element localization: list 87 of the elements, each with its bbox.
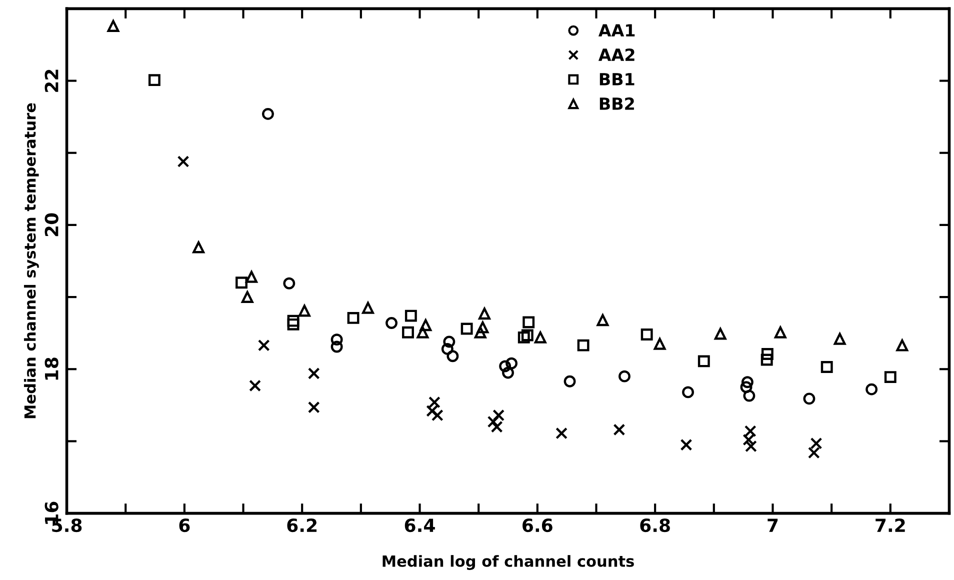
x-tick-label: 6: [179, 518, 190, 532]
y-tick-label: 18: [44, 358, 58, 380]
point: [476, 321, 489, 334]
point: [283, 277, 296, 290]
point: [518, 331, 530, 344]
x-axis-title: Median log of channel counts: [382, 555, 634, 570]
point: [556, 427, 568, 440]
legend-label: AA1: [598, 24, 635, 36]
point: [740, 381, 752, 394]
point: [760, 354, 773, 366]
point: [502, 366, 514, 379]
point: [499, 360, 512, 372]
point: [386, 317, 398, 329]
point: [148, 74, 160, 86]
point: [682, 386, 694, 398]
x-tick-label: 6.6: [522, 518, 552, 532]
point: [896, 339, 908, 352]
point: [743, 390, 756, 402]
point: [404, 310, 417, 322]
legend-label: BB2: [600, 97, 634, 110]
point: [330, 340, 343, 353]
point: [474, 326, 486, 338]
x-tick-label: 7: [768, 518, 778, 532]
point: [258, 339, 270, 352]
point: [177, 156, 190, 168]
point: [446, 350, 459, 362]
point: [803, 392, 816, 405]
point: [492, 409, 505, 422]
point: [522, 316, 535, 328]
point: [241, 291, 254, 304]
point: [460, 322, 473, 335]
point: [680, 438, 692, 451]
point: [262, 108, 274, 120]
point: [741, 376, 754, 388]
x-tick-label: 6.4: [404, 518, 435, 532]
point: [834, 332, 846, 345]
point: [521, 329, 534, 342]
point: [441, 342, 454, 355]
point: [742, 434, 755, 446]
x-tick-label: 7.2: [876, 518, 905, 532]
point: [640, 328, 653, 340]
point: [820, 360, 833, 373]
point: [428, 396, 440, 408]
point: [308, 367, 320, 380]
y-axis-title: Median channel system temperature: [24, 103, 39, 418]
point: [416, 326, 429, 338]
y-tick-label: 22: [44, 70, 58, 92]
point: [192, 241, 205, 254]
point: [236, 276, 248, 289]
point: [420, 319, 432, 332]
point: [443, 336, 456, 348]
point: [287, 314, 300, 327]
point: [330, 334, 343, 346]
point: [249, 380, 262, 392]
point: [808, 446, 820, 459]
point: [744, 425, 756, 438]
point: [613, 424, 626, 436]
point: [654, 338, 666, 350]
x-tick-label: 6.8: [640, 518, 670, 532]
point: [714, 328, 726, 340]
point: [431, 409, 444, 422]
point: [761, 348, 774, 360]
point: [564, 375, 576, 388]
point: [596, 314, 609, 326]
point: [308, 401, 320, 414]
point: [884, 371, 896, 384]
point: [287, 318, 300, 330]
point: [698, 355, 710, 368]
point: [478, 308, 490, 320]
point: [774, 326, 786, 338]
point: [362, 302, 374, 314]
point: [246, 270, 258, 283]
point: [618, 370, 630, 382]
point: [745, 440, 757, 452]
point: [577, 339, 590, 352]
point: [506, 357, 518, 370]
point: [402, 326, 414, 338]
x-tick-label: 6.2: [287, 518, 317, 532]
point: [810, 437, 822, 450]
point: [866, 383, 878, 396]
legend-label: AA2: [598, 48, 634, 61]
legend-label: BB1: [600, 73, 634, 86]
point: [298, 304, 310, 317]
y-tick-label: 20: [44, 213, 58, 236]
point: [107, 20, 120, 32]
point: [347, 312, 360, 324]
point: [534, 331, 546, 344]
